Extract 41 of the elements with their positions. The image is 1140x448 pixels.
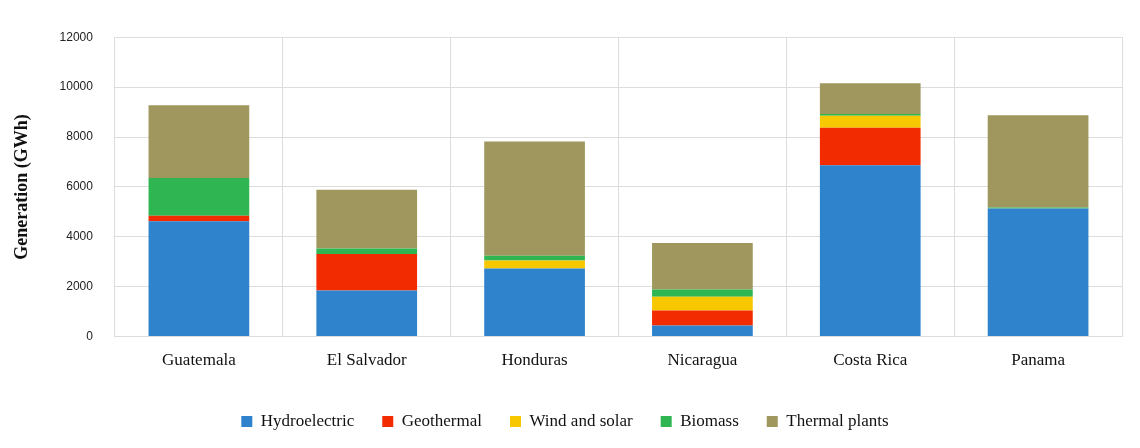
bar bbox=[652, 243, 753, 290]
bar bbox=[148, 215, 250, 222]
legend-label: Thermal plants bbox=[786, 410, 889, 430]
bar bbox=[148, 221, 250, 337]
y-tick-label: 2000 bbox=[66, 279, 94, 294]
y-tick-label: 6000 bbox=[66, 179, 94, 194]
y-tick-label: 8000 bbox=[66, 129, 94, 144]
y-tick-label: 0 bbox=[86, 328, 94, 343]
bar bbox=[316, 248, 418, 255]
bar bbox=[484, 141, 585, 256]
bar bbox=[819, 115, 921, 128]
y-tick-label: 10000 bbox=[59, 79, 94, 94]
y-tick-label: 12000 bbox=[59, 29, 94, 44]
bar bbox=[484, 255, 585, 261]
bar bbox=[652, 296, 753, 311]
bar bbox=[484, 268, 585, 337]
y-axis-title: Generation (GWh) bbox=[11, 114, 33, 260]
bar bbox=[819, 165, 921, 337]
legend-label: Wind and solar bbox=[529, 410, 634, 430]
x-tick-label: Nicaragua bbox=[667, 350, 738, 370]
bar bbox=[987, 208, 1089, 337]
bar bbox=[316, 189, 418, 249]
bar bbox=[652, 325, 753, 337]
legend-label: Biomass bbox=[680, 410, 739, 430]
bar bbox=[819, 127, 921, 166]
y-tick-label: 4000 bbox=[66, 229, 94, 244]
x-tick-label: Costa Rica bbox=[833, 350, 908, 370]
bar bbox=[148, 105, 250, 178]
x-tick-label: Honduras bbox=[501, 350, 568, 370]
x-tick-label: El Salvador bbox=[326, 350, 407, 370]
legend-label: Geothermal bbox=[401, 410, 483, 430]
x-tick-label: Panama bbox=[1011, 350, 1066, 370]
bar bbox=[316, 254, 418, 291]
bar bbox=[652, 310, 753, 326]
bar bbox=[987, 115, 1089, 208]
bar bbox=[652, 289, 753, 297]
bar bbox=[148, 177, 250, 216]
legend-label: Hydroelectric bbox=[260, 410, 355, 430]
x-tick-label: Guatemala bbox=[162, 350, 237, 370]
bar bbox=[316, 290, 418, 337]
bar bbox=[819, 83, 921, 115]
